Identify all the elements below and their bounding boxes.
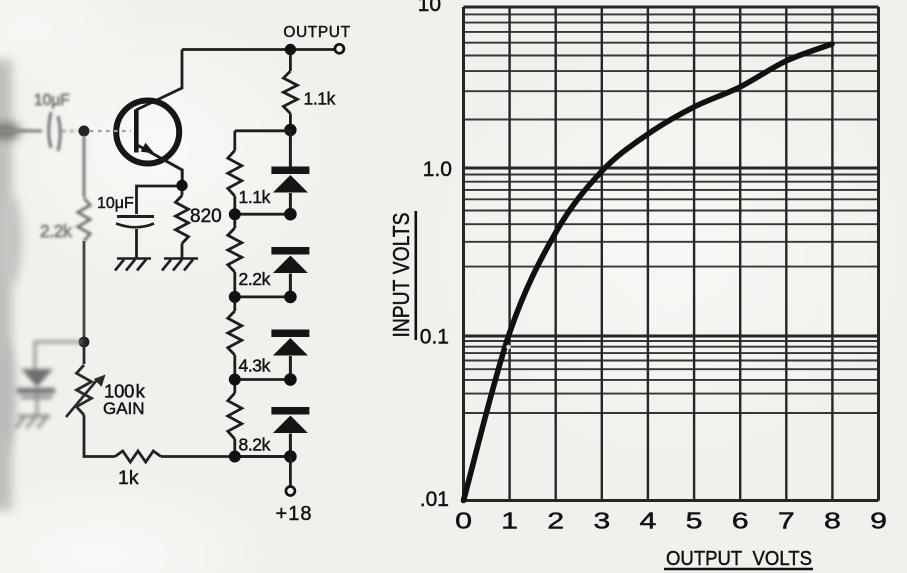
svg-text:10: 10 (418, 0, 441, 16)
svg-text:4: 4 (639, 508, 656, 534)
svg-text:1.0: 1.0 (423, 158, 452, 181)
svg-text:2: 2 (547, 508, 564, 534)
svg-text:8: 8 (824, 508, 841, 534)
svg-text:820: 820 (190, 206, 222, 227)
svg-text:2.2k: 2.2k (239, 269, 271, 289)
svg-text:1.1k: 1.1k (239, 187, 271, 207)
svg-text:GAIN: GAIN (103, 399, 145, 418)
svg-text:4.3k: 4.3k (239, 356, 271, 376)
svg-text:3: 3 (593, 508, 610, 534)
svg-text:1k: 1k (118, 467, 139, 489)
svg-text:5: 5 (686, 508, 703, 534)
svg-text:1: 1 (501, 508, 518, 534)
svg-text:1.1k: 1.1k (304, 89, 336, 109)
svg-text:7: 7 (778, 508, 795, 534)
svg-text:2.2k: 2.2k (40, 221, 72, 241)
svg-text:INPUT VOLTS: INPUT VOLTS (388, 213, 414, 338)
svg-text:+18: +18 (276, 503, 313, 525)
svg-text:100 k: 100 k (104, 381, 146, 402)
svg-text:9: 9 (870, 508, 887, 534)
svg-text:6: 6 (732, 508, 749, 534)
svg-text:OUTPUT: OUTPUT (283, 24, 350, 41)
svg-text:0: 0 (455, 508, 472, 534)
svg-text:10μF: 10μF (97, 195, 134, 212)
svg-text:10μF: 10μF (34, 92, 70, 109)
svg-text:0.1: 0.1 (420, 326, 449, 349)
svg-text:.01: .01 (420, 488, 449, 511)
svg-text:OUTPUT VOLTS: OUTPUT VOLTS (666, 547, 812, 570)
svg-text:8.2k: 8.2k (239, 435, 271, 455)
